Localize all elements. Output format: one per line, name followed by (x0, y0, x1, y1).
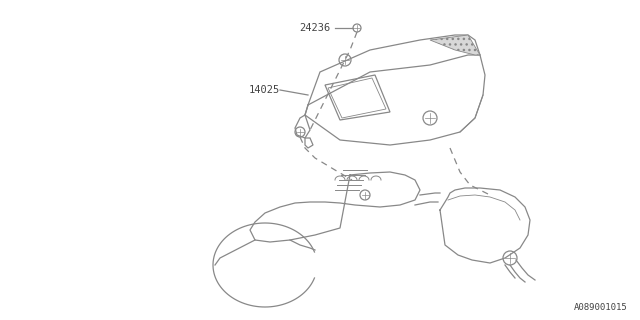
Polygon shape (430, 35, 480, 55)
Text: 14025: 14025 (249, 85, 280, 95)
Text: A089001015: A089001015 (574, 303, 628, 312)
Text: 24236: 24236 (299, 23, 330, 33)
